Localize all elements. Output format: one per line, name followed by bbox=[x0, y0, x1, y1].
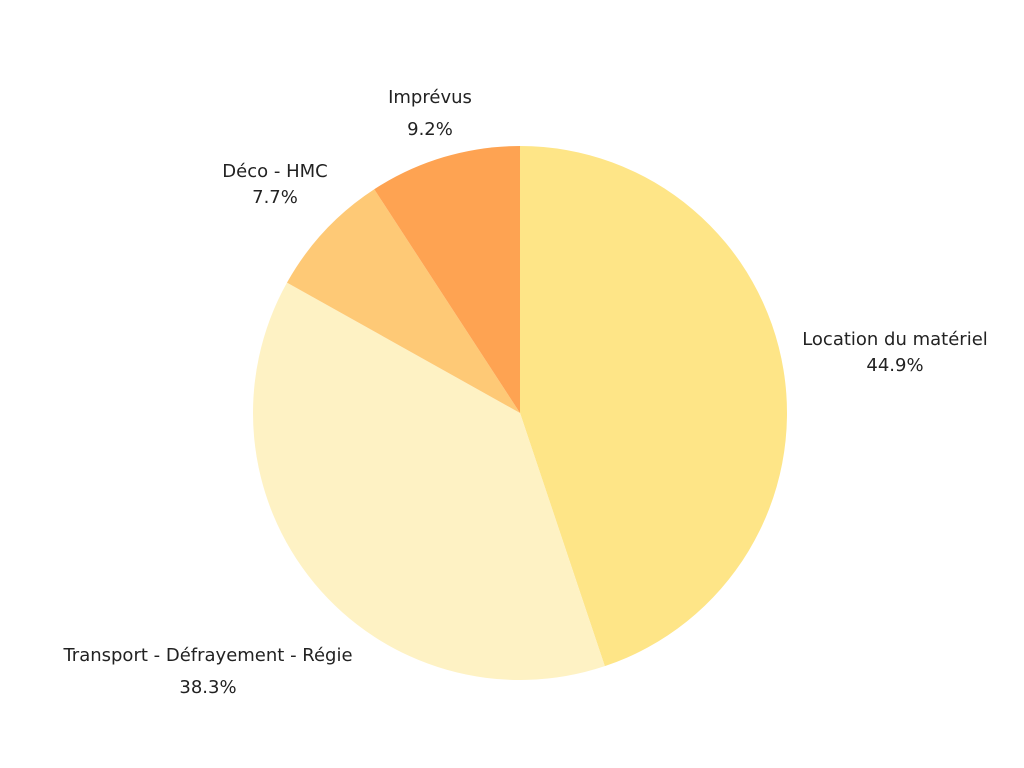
pie-slice bbox=[520, 146, 787, 667]
slice-label: Transport - Défrayement - Régie bbox=[62, 645, 352, 666]
slice-label: Déco - HMC bbox=[222, 161, 327, 182]
pie-slice bbox=[374, 146, 520, 413]
slice-value-label: 9.2% bbox=[407, 119, 453, 140]
slice-label: Location du matériel bbox=[802, 329, 988, 350]
slice-label: Imprévus bbox=[388, 87, 472, 108]
slice-value-label: 44.9% bbox=[866, 355, 923, 376]
pie-slice bbox=[252, 282, 605, 681]
slice-value-label: 38.3% bbox=[179, 677, 236, 698]
slice-value-label: 7.7% bbox=[252, 187, 298, 208]
pie-slice bbox=[286, 189, 520, 413]
